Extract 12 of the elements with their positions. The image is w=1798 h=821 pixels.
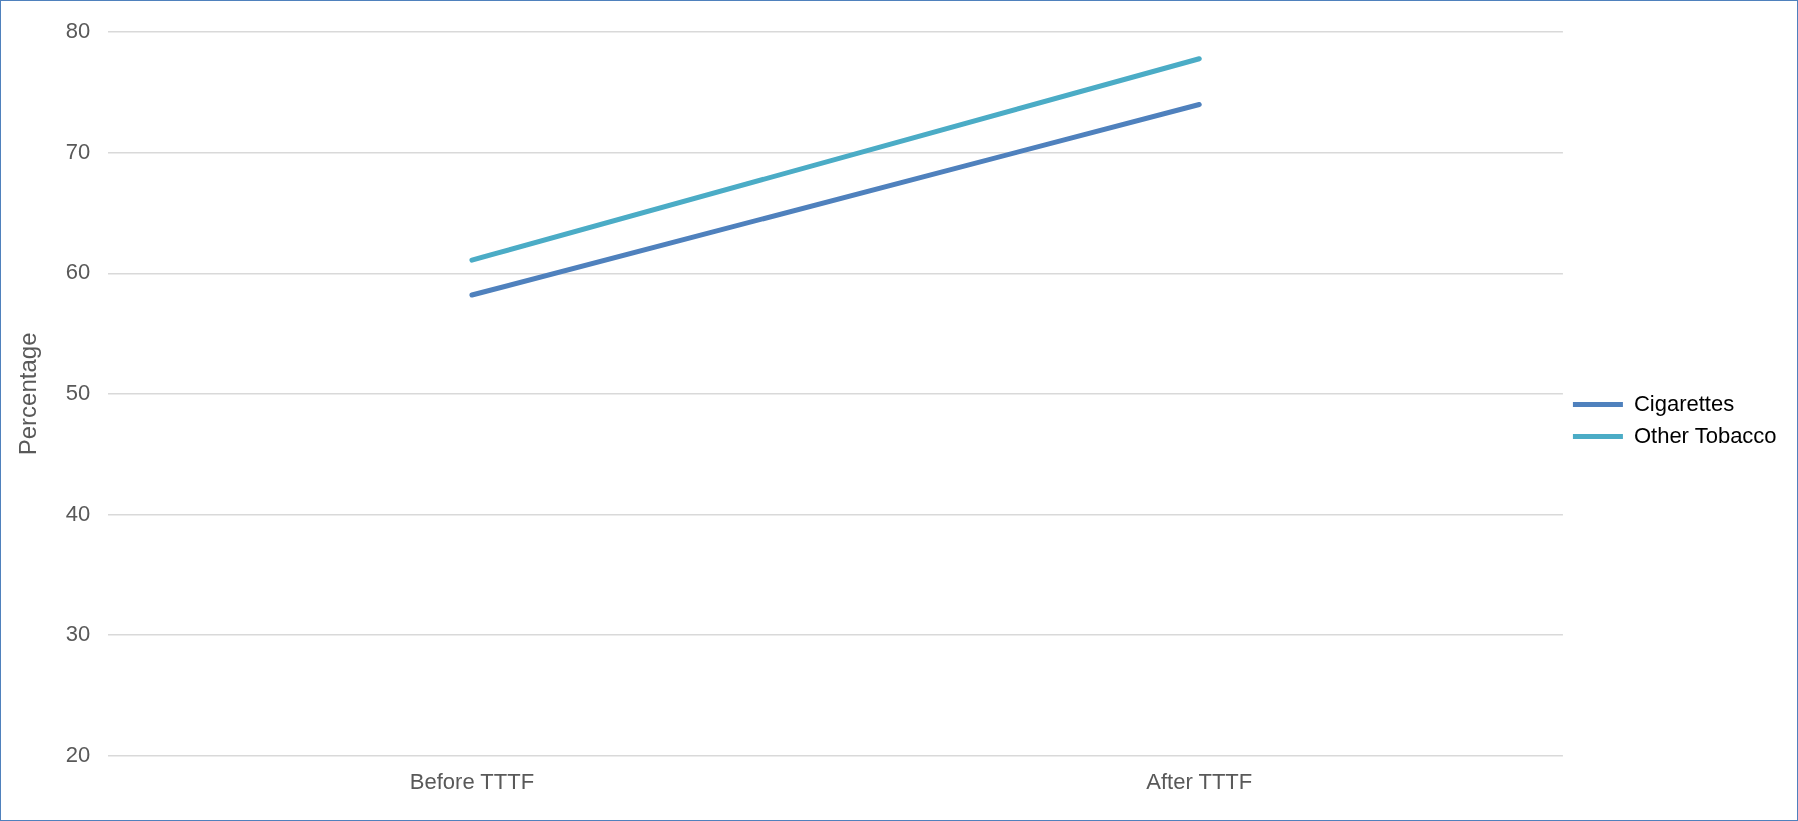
y-tick-label: 30 (65, 621, 91, 647)
y-axis-title: Percentage (14, 332, 42, 456)
y-tick-label: 70 (65, 138, 91, 164)
y-tick-label: 50 (65, 379, 91, 405)
legend-label: Other Tobacco (1633, 422, 1777, 448)
x-tick-label: Before TTTF (409, 768, 535, 794)
y-tick-label: 80 (65, 18, 91, 44)
y-tick-label: 20 (65, 741, 91, 767)
legend-label: Cigarettes (1633, 390, 1735, 416)
x-tick-label: After TTTF (1146, 768, 1253, 794)
y-tick-label: 60 (65, 259, 91, 285)
y-tick-label: 40 (65, 500, 91, 526)
